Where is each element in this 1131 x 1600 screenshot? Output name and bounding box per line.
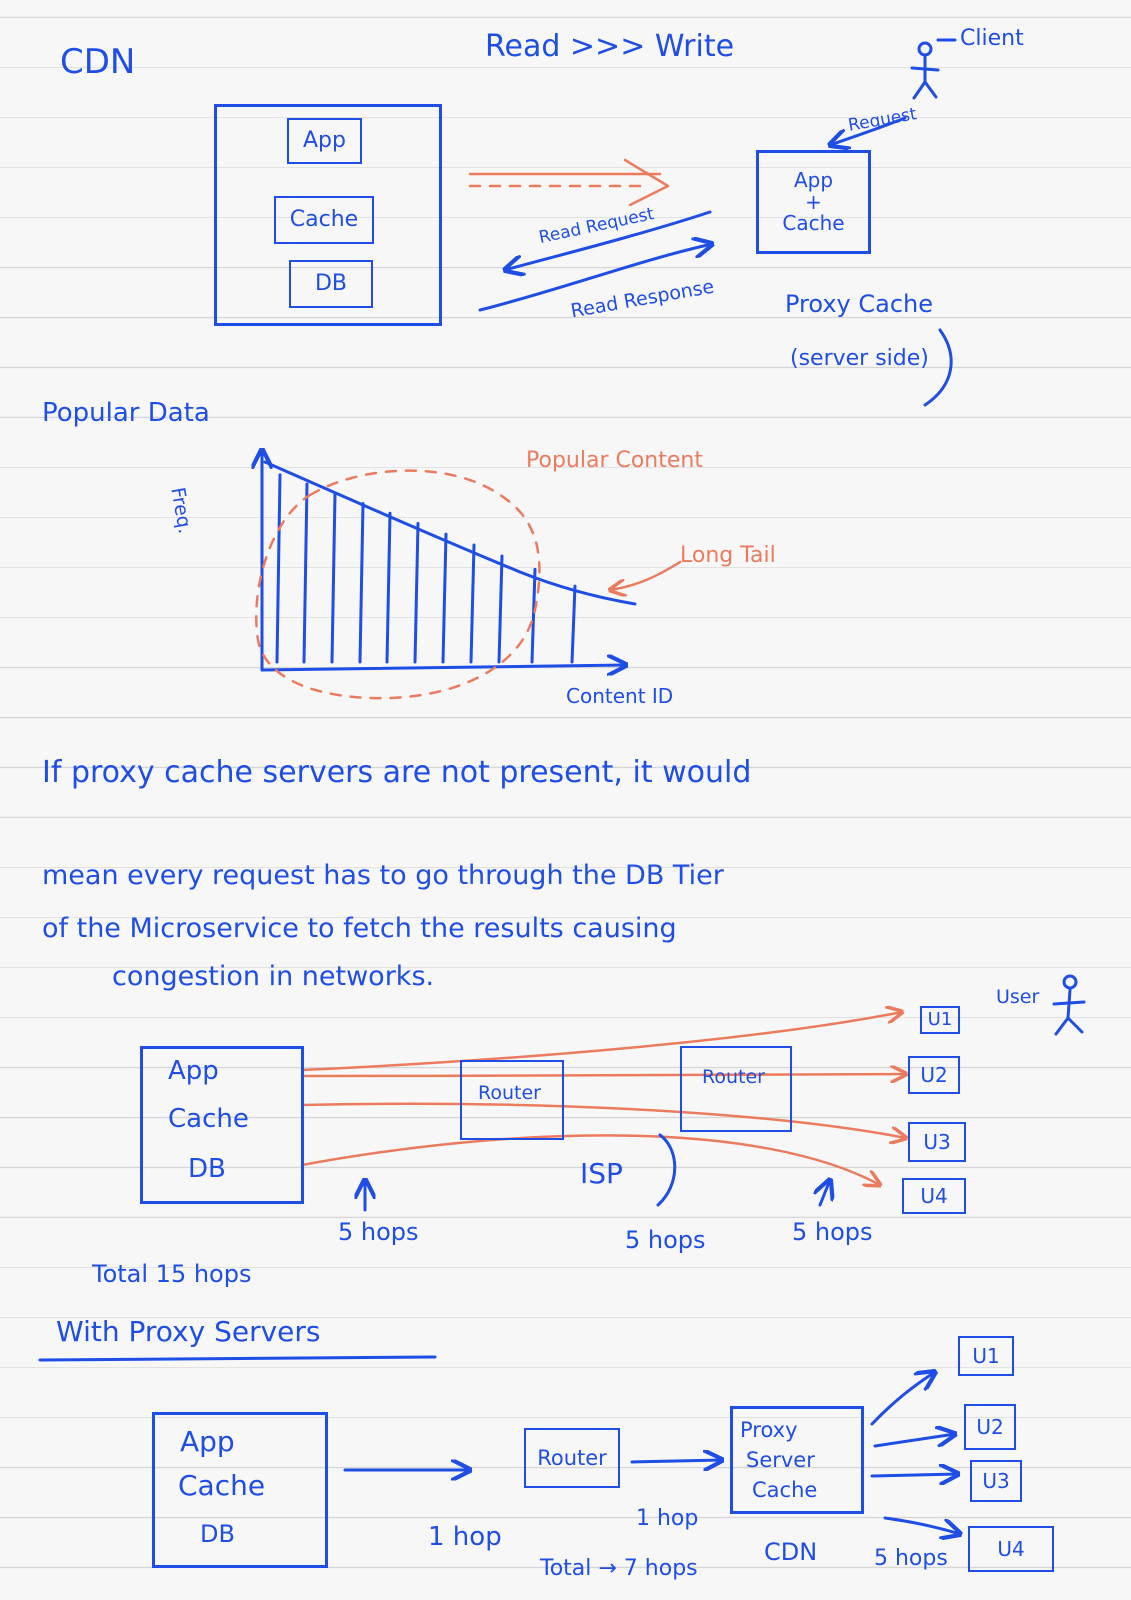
paragraph-line-2: mean every request has to go through the… (42, 860, 724, 891)
with-proxy-title: With Proxy Servers (56, 1315, 321, 1348)
db-label: DB (314, 271, 348, 296)
origin-app-label-2: App (180, 1425, 235, 1458)
proxy-line-1: Proxy (740, 1418, 798, 1442)
hops-label-2: 5 hops (625, 1226, 706, 1254)
app-label: App (303, 128, 346, 153)
user-u4-label: U4 (920, 1184, 948, 1208)
router-1-label: Router (478, 1082, 541, 1104)
total-hops-label: Total 15 hops (92, 1260, 252, 1288)
chart-bar-stroke (358, 501, 365, 664)
cdn-label: CDN (764, 1538, 818, 1566)
app-cache-line1: App (793, 168, 834, 192)
app-cache-line2: + (805, 190, 822, 214)
origin-server-box-2 (152, 1412, 328, 1568)
long-tail-label: Long Tail (680, 543, 776, 568)
popular-content-ellipse (255, 469, 541, 700)
chart-bar-stroke (302, 482, 309, 664)
cache-box: Cache (274, 196, 374, 244)
chart-bar-stroke (385, 511, 392, 664)
user-box-u4: U4 (902, 1178, 966, 1214)
paragraph-line-4: congestion in networks. (112, 961, 435, 992)
proxy-cache-label: Proxy Cache (785, 290, 934, 318)
popular-content-label: Popular Content (526, 448, 703, 473)
hops-label-1: 5 hops (338, 1218, 419, 1246)
cache-label: Cache (289, 207, 359, 232)
paragraph-line-3: of the Microservice to fetch the results… (42, 913, 677, 944)
with-proxy-total: Total → 7 hops (540, 1556, 698, 1581)
client-request-arrow (830, 116, 907, 145)
router-1-box (460, 1060, 564, 1140)
chart-bar-stroke (530, 567, 537, 664)
app-cache-line3: Cache (782, 211, 845, 235)
long-tail-arrow (610, 560, 682, 590)
origin-cache-label-2: Cache (178, 1469, 266, 1502)
hop-label-a: 1 hop (428, 1522, 502, 1552)
chart-bar-stroke (469, 543, 476, 664)
chart-x-label: Content ID (566, 684, 674, 708)
cdn-title: CDN (60, 42, 136, 82)
chart-bar-stroke (497, 554, 504, 664)
origin-cache-label: Cache (168, 1104, 249, 1134)
chart-bar-stroke (570, 584, 577, 664)
with-proxy-underline (38, 1355, 437, 1362)
paragraph-line-1: If proxy cache servers are not present, … (42, 755, 752, 790)
proxy-line-3: Cache (752, 1478, 818, 1502)
chart-bar-stroke (441, 532, 448, 664)
origin-db-label: DB (188, 1154, 226, 1184)
user-box-u1: U1 (920, 1006, 960, 1034)
user-box-b-u2: U2 (964, 1404, 1016, 1450)
router-2-box (680, 1046, 792, 1132)
with-proxy-hops-users: 5 hops (874, 1546, 948, 1571)
user-box-b-u3: U3 (970, 1460, 1022, 1502)
origin-server-box (140, 1046, 304, 1204)
with-proxy-flows (343, 1372, 960, 1534)
user-box-u2: U2 (908, 1056, 960, 1094)
read-response-arrow (478, 244, 712, 312)
user-box-u3: U3 (908, 1122, 966, 1162)
app-box: App (287, 118, 362, 164)
app-cache-box: App + Cache (756, 150, 871, 254)
router-2-label: Router (702, 1066, 765, 1088)
client-label: Client (960, 26, 1024, 51)
user-box-b-u1: U1 (958, 1336, 1014, 1376)
user-u3-label: U3 (923, 1130, 951, 1154)
origin-app-label: App (168, 1056, 219, 1086)
server-stack-box (214, 104, 442, 326)
router-box-3: Router (524, 1428, 620, 1488)
hops-label-3: 5 hops (792, 1218, 873, 1246)
router-3-label: Router (537, 1445, 607, 1470)
user-u2-label: U2 (920, 1063, 948, 1087)
chart-bar-stroke (275, 473, 282, 664)
user-b-u2-label: U2 (976, 1415, 1004, 1439)
hop-label-b: 1 hop (636, 1506, 699, 1531)
user-label: User (996, 986, 1040, 1008)
client-stick-figure (910, 38, 957, 100)
frequency-curve (263, 460, 637, 606)
chart-bar-stroke (330, 492, 337, 664)
proxy-line-2: Server (746, 1448, 815, 1472)
isp-bracket (656, 1133, 677, 1207)
dashed-write-arrow (468, 158, 670, 207)
db-box: DB (289, 260, 373, 308)
isp-label: ISP (580, 1157, 623, 1190)
server-side-label: (server side) (790, 346, 929, 371)
popular-data-chart (255, 450, 682, 700)
read-request-arrow (505, 210, 712, 270)
user-box-b-u4: U4 (968, 1526, 1054, 1572)
read-write-note: Read >>> Write (485, 29, 735, 64)
without-proxy-flows (38, 1012, 906, 1362)
popular-data-title: Popular Data (42, 398, 210, 428)
user-u1-label: U1 (927, 1009, 953, 1030)
user-b-u1-label: U1 (972, 1344, 1000, 1368)
user-stick-figure (1052, 974, 1086, 1036)
user-b-u3-label: U3 (982, 1469, 1010, 1493)
server-side-bracket (923, 328, 953, 407)
chart-bar-stroke (413, 522, 420, 664)
proxy-server-cache-box (730, 1406, 864, 1514)
user-b-u4-label: U4 (997, 1537, 1025, 1561)
origin-db-label-2: DB (200, 1520, 235, 1548)
